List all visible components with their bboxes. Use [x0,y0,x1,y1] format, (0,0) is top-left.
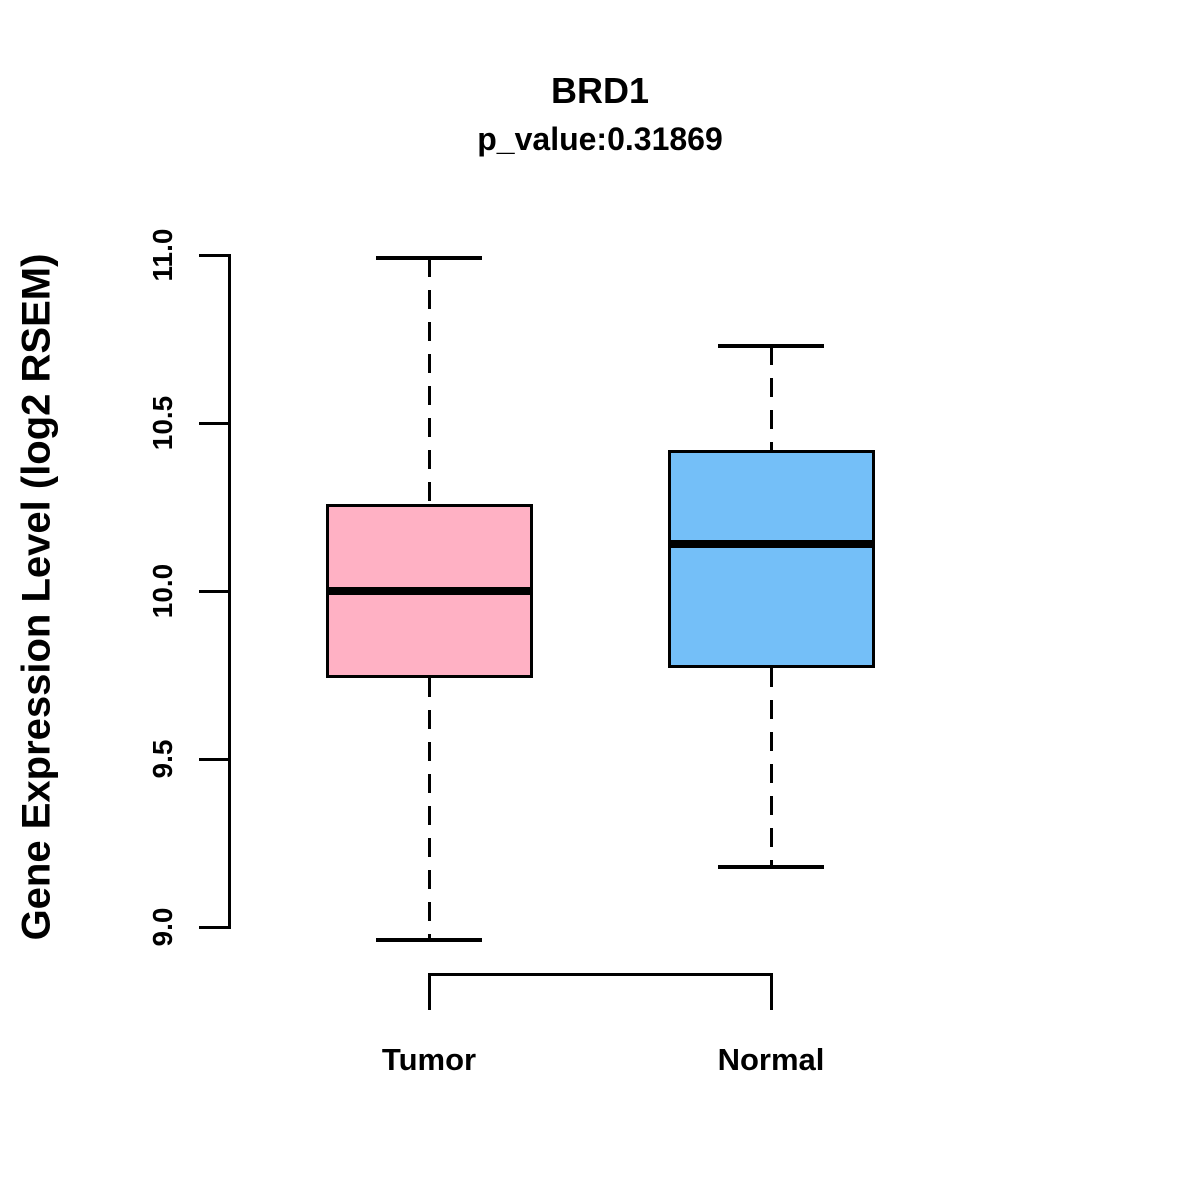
y-axis-line [228,253,231,929]
y-axis-tick [199,253,228,257]
median-line-normal [667,539,875,548]
whisker-cap-lower-tumor [376,938,482,943]
comparison-bracket-leg-right [769,973,773,1010]
y-axis-tick-label: 9.5 [147,739,178,779]
whisker-cap-upper-normal [718,343,824,348]
y-axis-tick [199,757,228,761]
chart-subtitle-pvalue: p_value:0.31869 [477,121,723,157]
whisker-cap-lower-normal [718,864,824,869]
y-axis-tick [199,421,228,425]
y-axis-tick-label: 10.5 [147,395,178,451]
y-axis-tick [199,589,228,593]
whisker-upper-normal [769,345,773,450]
chart-title: BRD1 [550,70,649,111]
y-axis-label: Gene Expression Level (log2 RSEM) [14,253,59,941]
y-axis-tick-label: 9.0 [147,907,178,947]
whisker-cap-upper-tumor [376,256,482,261]
y-axis-tick-label: 11.0 [147,228,178,282]
median-line-tumor [325,587,533,595]
y-axis-tick [199,925,228,929]
y-axis-tick-label: 10.0 [147,563,178,619]
x-category-label-normal: Normal [717,1042,825,1077]
comparison-bracket-leg-left [427,973,431,1010]
box-normal [667,449,875,669]
whisker-lower-normal [769,668,773,867]
whisker-upper-tumor [427,258,431,504]
comparison-bracket-top [429,973,771,976]
x-category-label-tumor: Tumor [381,1042,477,1077]
whisker-lower-tumor [427,678,431,941]
